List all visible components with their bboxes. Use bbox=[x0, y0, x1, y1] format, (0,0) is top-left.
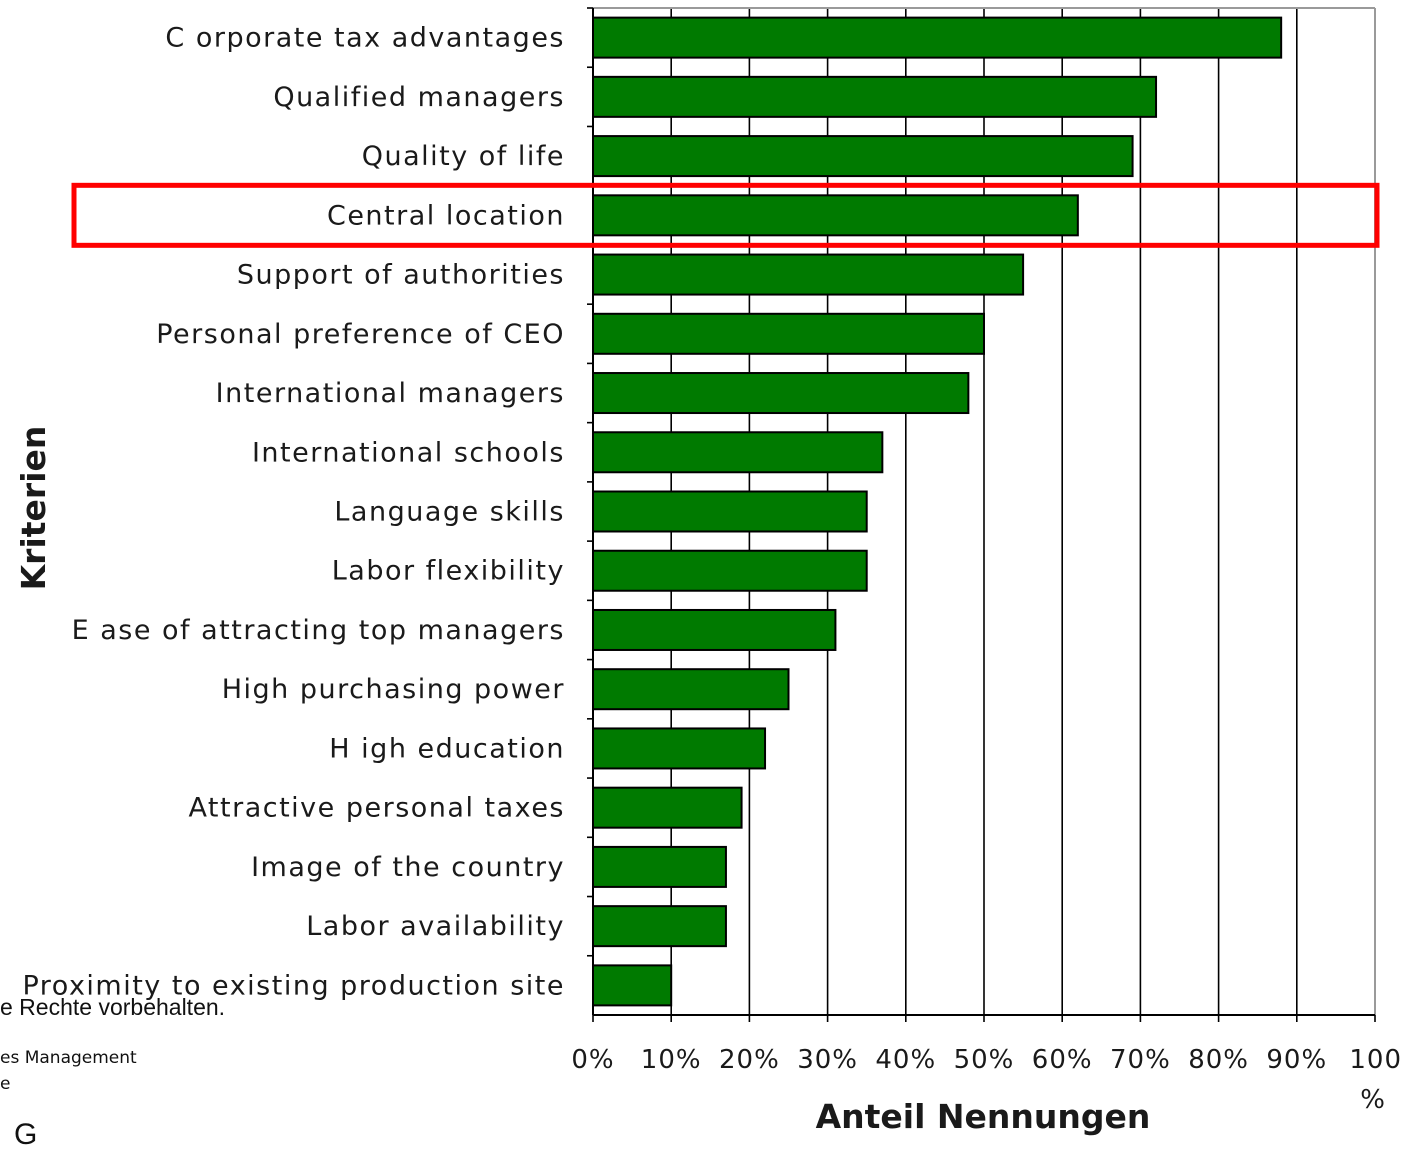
category-label: Support of authorities bbox=[237, 260, 565, 291]
tick-label: 40% bbox=[875, 1045, 936, 1075]
tick-label: 70% bbox=[1110, 1045, 1171, 1075]
category-label: International schools bbox=[252, 437, 565, 468]
bar bbox=[592, 16, 1283, 59]
category-label: Proximity to existing production site bbox=[22, 970, 565, 1001]
footer-management-text: es Management bbox=[0, 1048, 137, 1068]
bar bbox=[592, 75, 1158, 118]
category-label: Image of the country bbox=[251, 852, 565, 883]
footer-e-text: e bbox=[0, 1074, 11, 1094]
tick-label: 100% bbox=[1349, 1045, 1402, 1115]
footer-rights-text: e Rechte vorbehalten. bbox=[0, 994, 226, 1020]
category-labels: C orporate tax advantages Qualified manag… bbox=[22, 23, 565, 1002]
bar bbox=[592, 549, 868, 592]
tick-label: 90% bbox=[1266, 1045, 1327, 1075]
bar bbox=[592, 905, 727, 948]
tick-label: 80% bbox=[1188, 1045, 1249, 1075]
category-label: Qualified managers bbox=[273, 82, 565, 113]
category-label: C orporate tax advantages bbox=[165, 23, 565, 54]
bars bbox=[592, 16, 1283, 1007]
x-axis-title: Anteil Nennungen bbox=[816, 1097, 1151, 1136]
category-label: Attractive personal taxes bbox=[188, 793, 565, 824]
bar bbox=[592, 372, 970, 415]
tick-label: 20% bbox=[719, 1045, 780, 1075]
category-label: Personal preference of CEO bbox=[156, 319, 565, 350]
tick-label: 30% bbox=[797, 1045, 858, 1075]
bar bbox=[592, 727, 767, 770]
tick-label: 0% bbox=[571, 1045, 614, 1075]
bar bbox=[592, 668, 790, 711]
tick-label: 60% bbox=[1032, 1045, 1093, 1075]
category-label: High purchasing power bbox=[222, 674, 565, 705]
category-label: E ase of attracting top managers bbox=[72, 615, 565, 646]
bar bbox=[592, 194, 1079, 237]
bar bbox=[592, 490, 868, 533]
footer-g-text: G bbox=[14, 1118, 38, 1151]
category-label: Language skills bbox=[334, 497, 565, 528]
category-label: Central location bbox=[327, 200, 565, 231]
bar bbox=[592, 253, 1025, 296]
category-label: Labor availability bbox=[306, 911, 565, 942]
bar bbox=[592, 786, 743, 829]
tick-label: 50% bbox=[954, 1045, 1015, 1075]
bar bbox=[592, 608, 837, 651]
bar bbox=[592, 845, 727, 888]
highlight-box bbox=[71, 182, 1380, 248]
category-label: Quality of life bbox=[362, 141, 565, 172]
axes bbox=[587, 7, 1376, 1022]
bar bbox=[592, 964, 673, 1007]
tick-labels: 0% 10% 20% 30% 40% 50% 60% 70% 80% 90% 100% bbox=[571, 1045, 1402, 1115]
bar bbox=[592, 135, 1134, 178]
category-label: H igh education bbox=[329, 733, 565, 764]
y-axis-title: Kriterien bbox=[14, 426, 53, 591]
tick-label: 10% bbox=[641, 1045, 702, 1075]
category-label: Labor flexibility bbox=[332, 556, 565, 587]
bar bbox=[592, 431, 884, 474]
category-label: International managers bbox=[216, 378, 565, 409]
bar bbox=[592, 312, 985, 355]
